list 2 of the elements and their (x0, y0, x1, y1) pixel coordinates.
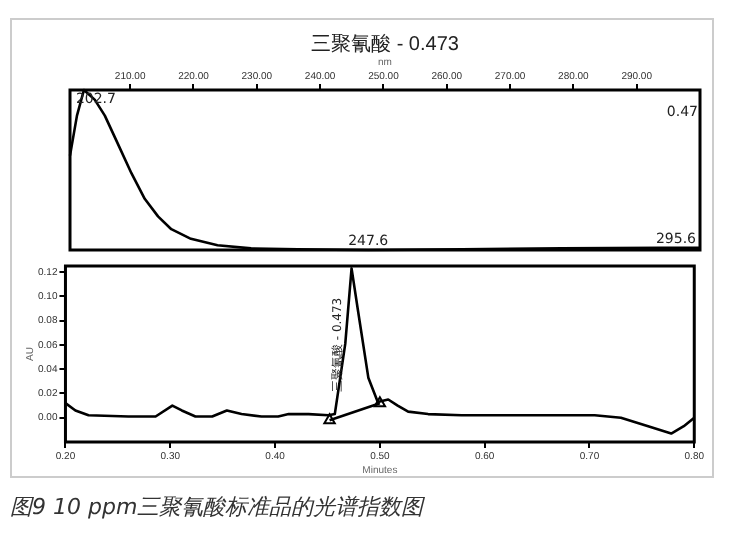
chart-title: 三聚氰酸 - 0.473 (311, 31, 460, 56)
caption: 图9 10 ppm三聚氰酸标准品的光谱指数图 (10, 492, 424, 522)
